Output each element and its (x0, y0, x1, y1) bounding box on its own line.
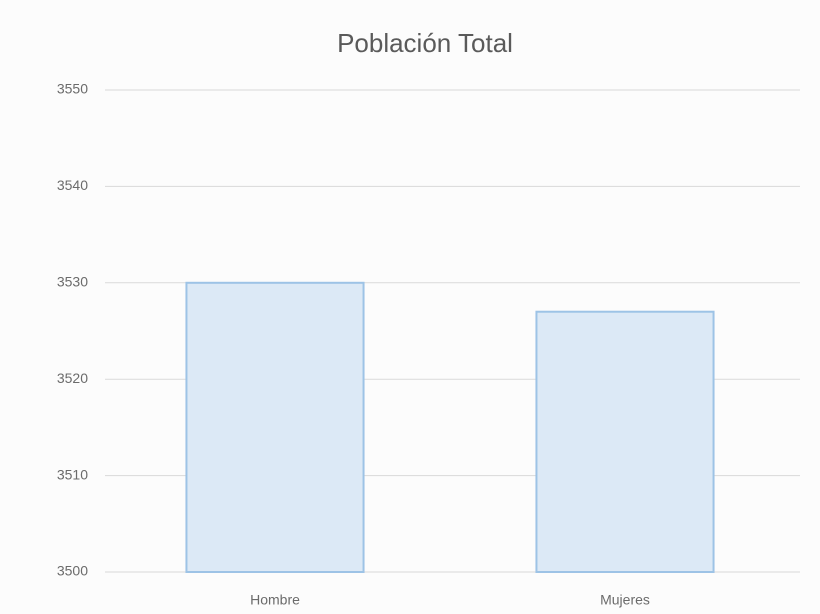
x-tick-label: Mujeres (600, 592, 650, 608)
y-tick-label: 3500 (57, 563, 88, 579)
bar (535, 310, 715, 573)
y-tick-label: 3530 (57, 274, 88, 290)
bar (185, 281, 365, 573)
x-tick-label: Hombre (250, 592, 300, 608)
chart-title: Población Total (337, 28, 513, 58)
y-tick-label: 3550 (57, 81, 88, 97)
y-tick-label: 3510 (57, 466, 88, 482)
y-tick-label: 3540 (57, 177, 88, 193)
y-tick-label: 3520 (57, 370, 88, 386)
